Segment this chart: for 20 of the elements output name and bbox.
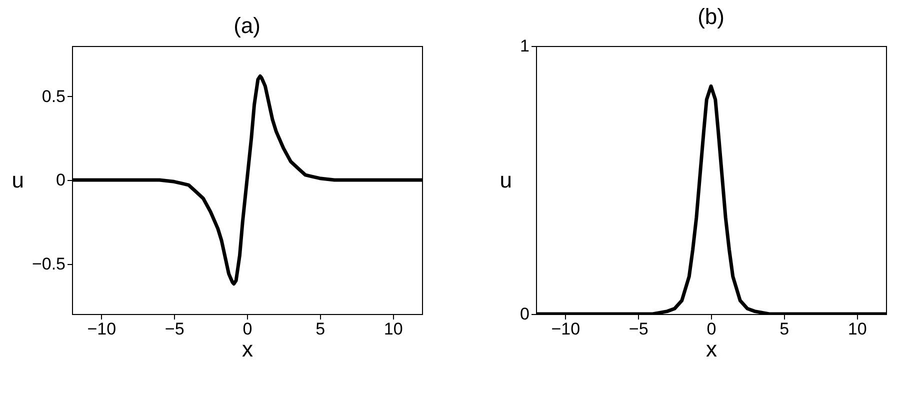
x-tick-label: −10	[551, 320, 580, 338]
y-tick-label: −0.5	[32, 254, 66, 274]
x-tick-label: 10	[384, 320, 403, 338]
y-axis-title: u	[500, 168, 512, 192]
x-axis-title: x	[242, 336, 253, 362]
chart-title: (a)	[234, 13, 260, 38]
x-tick-label: 10	[848, 320, 867, 338]
y-axis-title: u	[12, 168, 24, 192]
chart-title: (b)	[698, 4, 724, 29]
x-tick-label: −5	[164, 320, 184, 338]
x-tick-label: −10	[87, 320, 116, 338]
x-tick-label: 0	[242, 320, 252, 338]
y-tick-label: 1	[520, 36, 530, 56]
y-tick-label: 0.5	[42, 86, 66, 106]
x-tick-label: 5	[316, 320, 326, 338]
x-tick-label: 0	[706, 320, 716, 338]
x-axis-title: x	[706, 336, 717, 362]
x-tick-label: 5	[780, 320, 790, 338]
y-tick-label: 0	[56, 170, 66, 190]
x-tick-label: −5	[628, 320, 648, 338]
